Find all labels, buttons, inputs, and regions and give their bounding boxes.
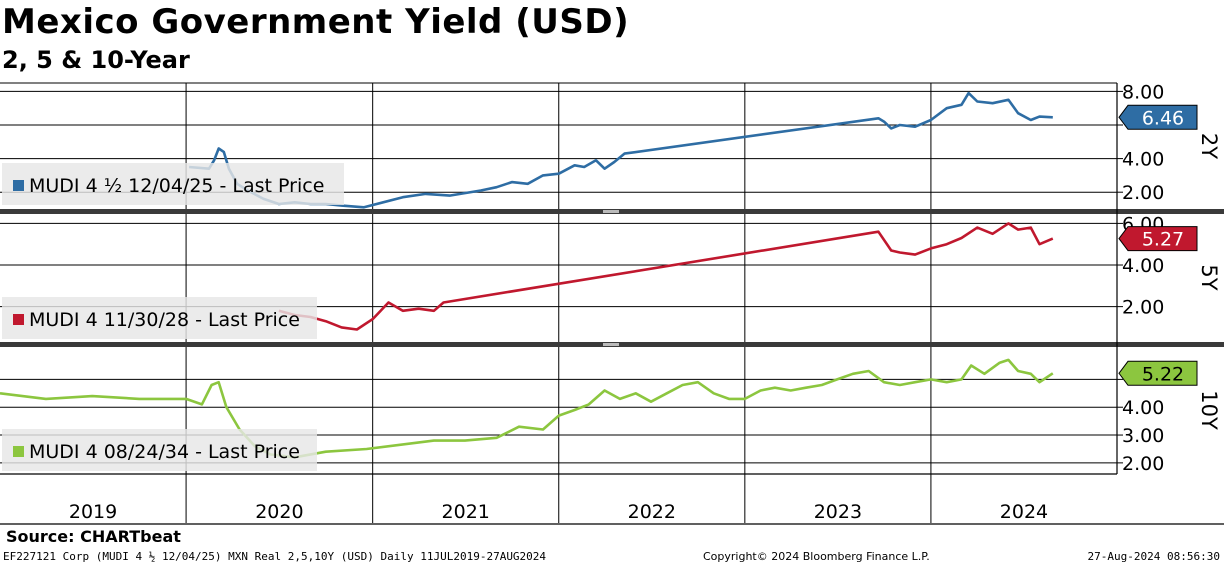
legend-swatch <box>13 180 24 191</box>
legend-box <box>2 163 344 205</box>
last-value-label: 6.46 <box>1142 107 1184 129</box>
y-tick-label: 4.00 <box>1122 255 1164 277</box>
series-line <box>278 222 1054 331</box>
last-value-label: 5.22 <box>1142 363 1184 385</box>
x-tick-label: 2024 <box>1000 501 1048 523</box>
legend-label: MUDI 4 11/30/28 - Last Price <box>29 309 300 331</box>
y-tick-label: 2.00 <box>1122 297 1164 319</box>
tenor-label: 2Y <box>1197 133 1221 159</box>
separator-grip <box>603 343 619 346</box>
legend-box <box>2 297 317 339</box>
chart-title: Mexico Government Yield (USD) <box>2 2 630 42</box>
chart-subtitle: 2, 5 & 10-Year <box>2 46 190 74</box>
y-tick-label: 4.00 <box>1122 397 1164 419</box>
last-value-label: 5.27 <box>1142 229 1184 251</box>
legend-label: MUDI 4 ½ 12/04/25 - Last Price <box>29 175 324 197</box>
legend-label: MUDI 4 08/24/34 - Last Price <box>29 441 300 463</box>
source-label: Source: CHARTbeat <box>6 527 181 546</box>
y-tick-label: 2.00 <box>1122 453 1164 475</box>
legend-swatch <box>13 446 24 457</box>
y-tick-label: 3.00 <box>1122 425 1164 447</box>
footer-timestamp: 27-Aug-2024 08:56:30 <box>1087 550 1220 563</box>
footer-copyright: Copyright© 2024 Bloomberg Finance L.P. <box>703 550 930 563</box>
x-tick-label: 2019 <box>69 501 117 523</box>
legend-box <box>2 429 317 471</box>
y-tick-label: 8.00 <box>1122 81 1164 103</box>
y-tick-label: 4.00 <box>1122 149 1164 171</box>
tenor-label: 10Y <box>1197 390 1221 430</box>
last-value-tag <box>1118 360 1198 386</box>
last-value-tag <box>1118 104 1198 130</box>
last-value-tag <box>1118 226 1198 252</box>
x-tick-label: 2021 <box>442 501 490 523</box>
legend-swatch <box>13 314 24 325</box>
tenor-label: 5Y <box>1197 264 1221 290</box>
footer-security: EF227121 Corp (MUDI 4 ½ 12/04/25) MXN Re… <box>3 550 547 563</box>
y-tick-label: 2.00 <box>1122 182 1164 204</box>
separator-grip <box>603 210 619 213</box>
x-tick-label: 2020 <box>255 501 303 523</box>
x-tick-label: 2022 <box>628 501 676 523</box>
x-tick-label: 2023 <box>814 501 862 523</box>
